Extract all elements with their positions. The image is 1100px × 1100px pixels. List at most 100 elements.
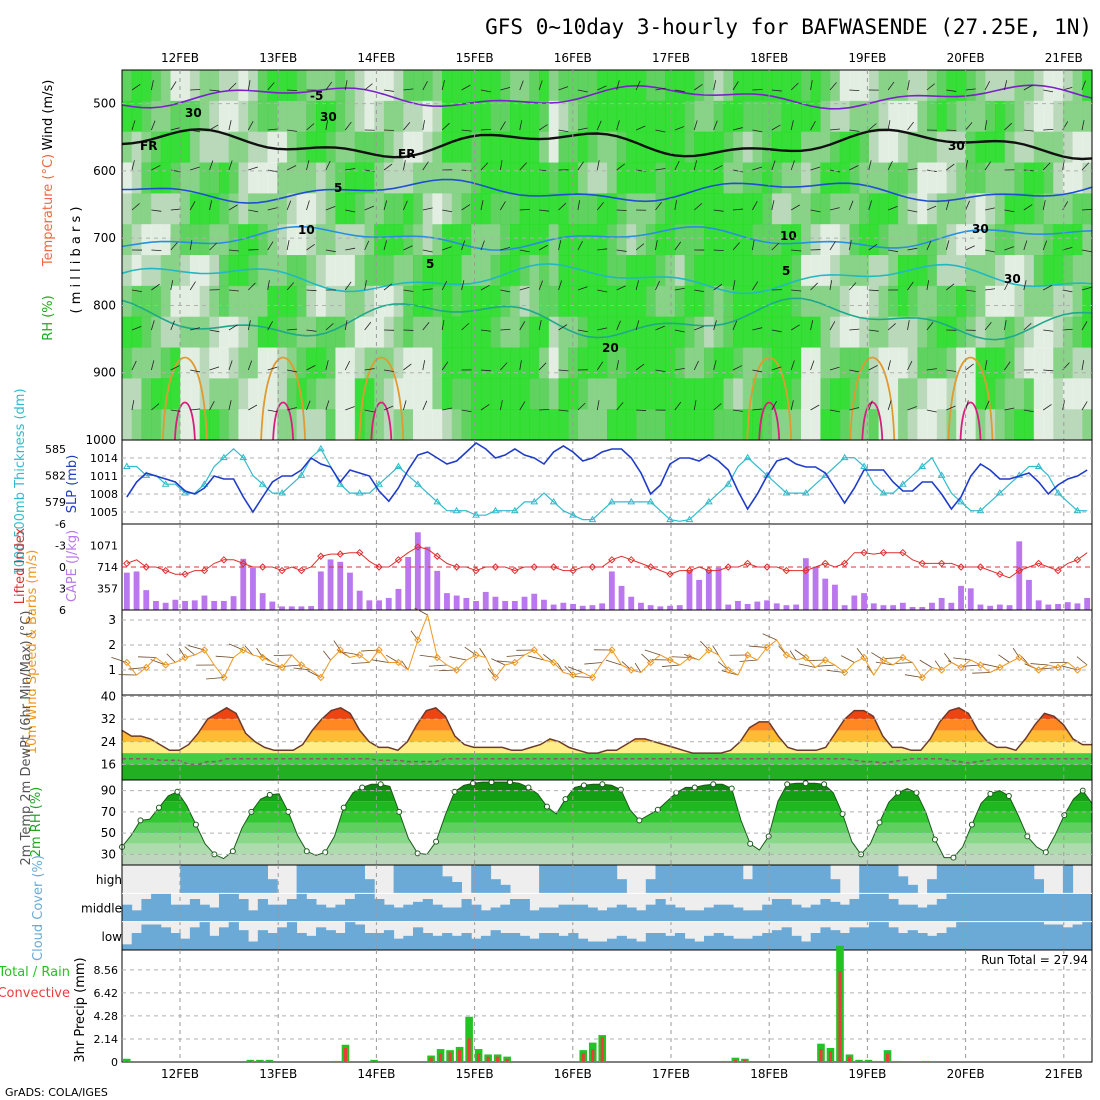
rh-shade-cell	[898, 316, 909, 349]
rh-tick-label: 50	[101, 826, 116, 840]
wind-barb	[713, 209, 724, 212]
rh-shade-cell	[209, 285, 220, 318]
rh-shade-cell	[1082, 255, 1093, 287]
wind-speed-point	[414, 636, 422, 644]
rh-shade-cell	[607, 193, 618, 225]
wind-barb	[306, 243, 315, 251]
rh-shade-cell	[277, 131, 288, 164]
rh-shade-cell	[296, 70, 307, 102]
rh-shade-cell	[277, 285, 288, 318]
wind-barb	[965, 400, 969, 411]
rh-shade-cell	[839, 131, 851, 164]
rh-shade-cell	[500, 255, 511, 287]
rh-shade-cell	[1004, 131, 1015, 164]
rh-shade-cell	[577, 316, 589, 349]
rh-shade-cell	[810, 100, 821, 133]
rh-shade-cell	[975, 70, 986, 102]
rh-shade-cell	[636, 285, 647, 318]
cloud-cell	[626, 907, 637, 922]
rh-shade-cell	[500, 193, 511, 225]
upper-ylabel-units: ( m i l l i b a r s )	[69, 207, 84, 314]
wind-barb	[829, 82, 837, 91]
wind-barb	[383, 240, 388, 251]
rh-shade-cell	[849, 162, 860, 194]
cloud-cell	[151, 893, 162, 922]
rh-shade-cell	[849, 224, 860, 256]
wind-barb	[616, 285, 626, 291]
rh-shade-cell	[655, 285, 666, 318]
cloud-cell	[500, 933, 511, 950]
rh-shade-cell	[451, 409, 463, 441]
wind-barb	[422, 321, 430, 331]
rh-shade-cell	[742, 285, 754, 318]
wind-barb	[480, 162, 489, 171]
wind-barb	[325, 206, 336, 211]
wind-barb	[713, 120, 718, 131]
rh-shade-cell	[859, 316, 870, 349]
wind-barb	[383, 369, 394, 372]
cloud-cell	[752, 910, 763, 922]
rh-shade-cell	[228, 316, 239, 349]
rh-shade-cell	[577, 224, 589, 256]
cloud-cell	[1062, 893, 1074, 922]
wind-barb	[1043, 329, 1054, 332]
rh-shade-cell	[771, 162, 783, 194]
cape-bar	[385, 597, 392, 610]
rh-shade-cell	[248, 131, 259, 164]
rh-shade-cell	[510, 70, 521, 102]
cloud-cell	[674, 907, 686, 922]
rh-shade-cell	[257, 285, 269, 318]
wind-barb	[790, 120, 794, 131]
rh-shade-cell	[975, 378, 986, 410]
wind-speed-point	[1073, 666, 1082, 674]
rh-band	[122, 790, 1092, 802]
wind-barb	[228, 82, 237, 91]
wind-barb	[965, 245, 975, 251]
wind-barb	[170, 127, 181, 131]
rh-shade-cell	[568, 131, 579, 164]
rh-shade-cell	[674, 100, 686, 133]
rh-shade-cell	[558, 131, 569, 164]
rh-shade-cell	[888, 316, 899, 349]
rh-shade-cell	[742, 255, 754, 287]
rh-shade-cell	[597, 316, 608, 349]
wind-barb	[732, 81, 739, 91]
rh-shade-cell	[277, 378, 288, 410]
rh-shade-cell	[422, 162, 433, 194]
cape-bar	[1064, 602, 1071, 610]
cape-bar	[395, 588, 402, 610]
rh-shade-cell	[432, 162, 443, 194]
cape-bar	[880, 605, 887, 610]
wind-barb	[693, 360, 699, 371]
rh-shade-cell	[257, 316, 269, 349]
wind-barb	[519, 249, 530, 253]
wind-speed-point	[976, 661, 985, 669]
cloud-cell	[335, 904, 346, 922]
rh-shade-cell	[383, 70, 395, 102]
rh-shade-cell	[316, 285, 327, 318]
cloud-cell	[762, 933, 773, 950]
thickness-point	[782, 489, 791, 496]
wind-barb	[577, 161, 584, 171]
rh-shade-cell	[529, 100, 540, 133]
lifted-index-point	[355, 548, 364, 557]
bottom-date-label: 12FEB	[161, 1067, 199, 1081]
temp-band	[122, 741, 1092, 754]
rh-shade-cell	[374, 70, 385, 102]
rh-point	[710, 781, 717, 788]
lifted-index-point	[976, 563, 985, 571]
wind-speed-point	[161, 661, 170, 669]
lifted-index-point	[937, 559, 946, 568]
wind-barb	[170, 320, 175, 331]
cape-bar	[589, 605, 596, 610]
wind-barb	[344, 121, 352, 131]
wind-barb	[506, 654, 525, 657]
rh-shade-cell	[762, 131, 773, 164]
temp-band	[122, 764, 1092, 780]
cloud-cell	[393, 907, 404, 922]
rh-shade-cell	[626, 347, 637, 379]
rh-shade-cell	[316, 70, 327, 102]
rh-shade-cell	[316, 100, 327, 133]
cloud-cell	[548, 907, 559, 922]
cloud-cell	[189, 865, 201, 894]
